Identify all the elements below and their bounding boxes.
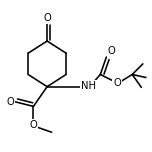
Text: O: O: [7, 97, 14, 107]
Text: O: O: [108, 46, 115, 56]
Text: NH: NH: [81, 81, 96, 91]
Text: O: O: [43, 13, 51, 23]
Text: O: O: [30, 120, 37, 130]
Text: O: O: [113, 78, 121, 88]
